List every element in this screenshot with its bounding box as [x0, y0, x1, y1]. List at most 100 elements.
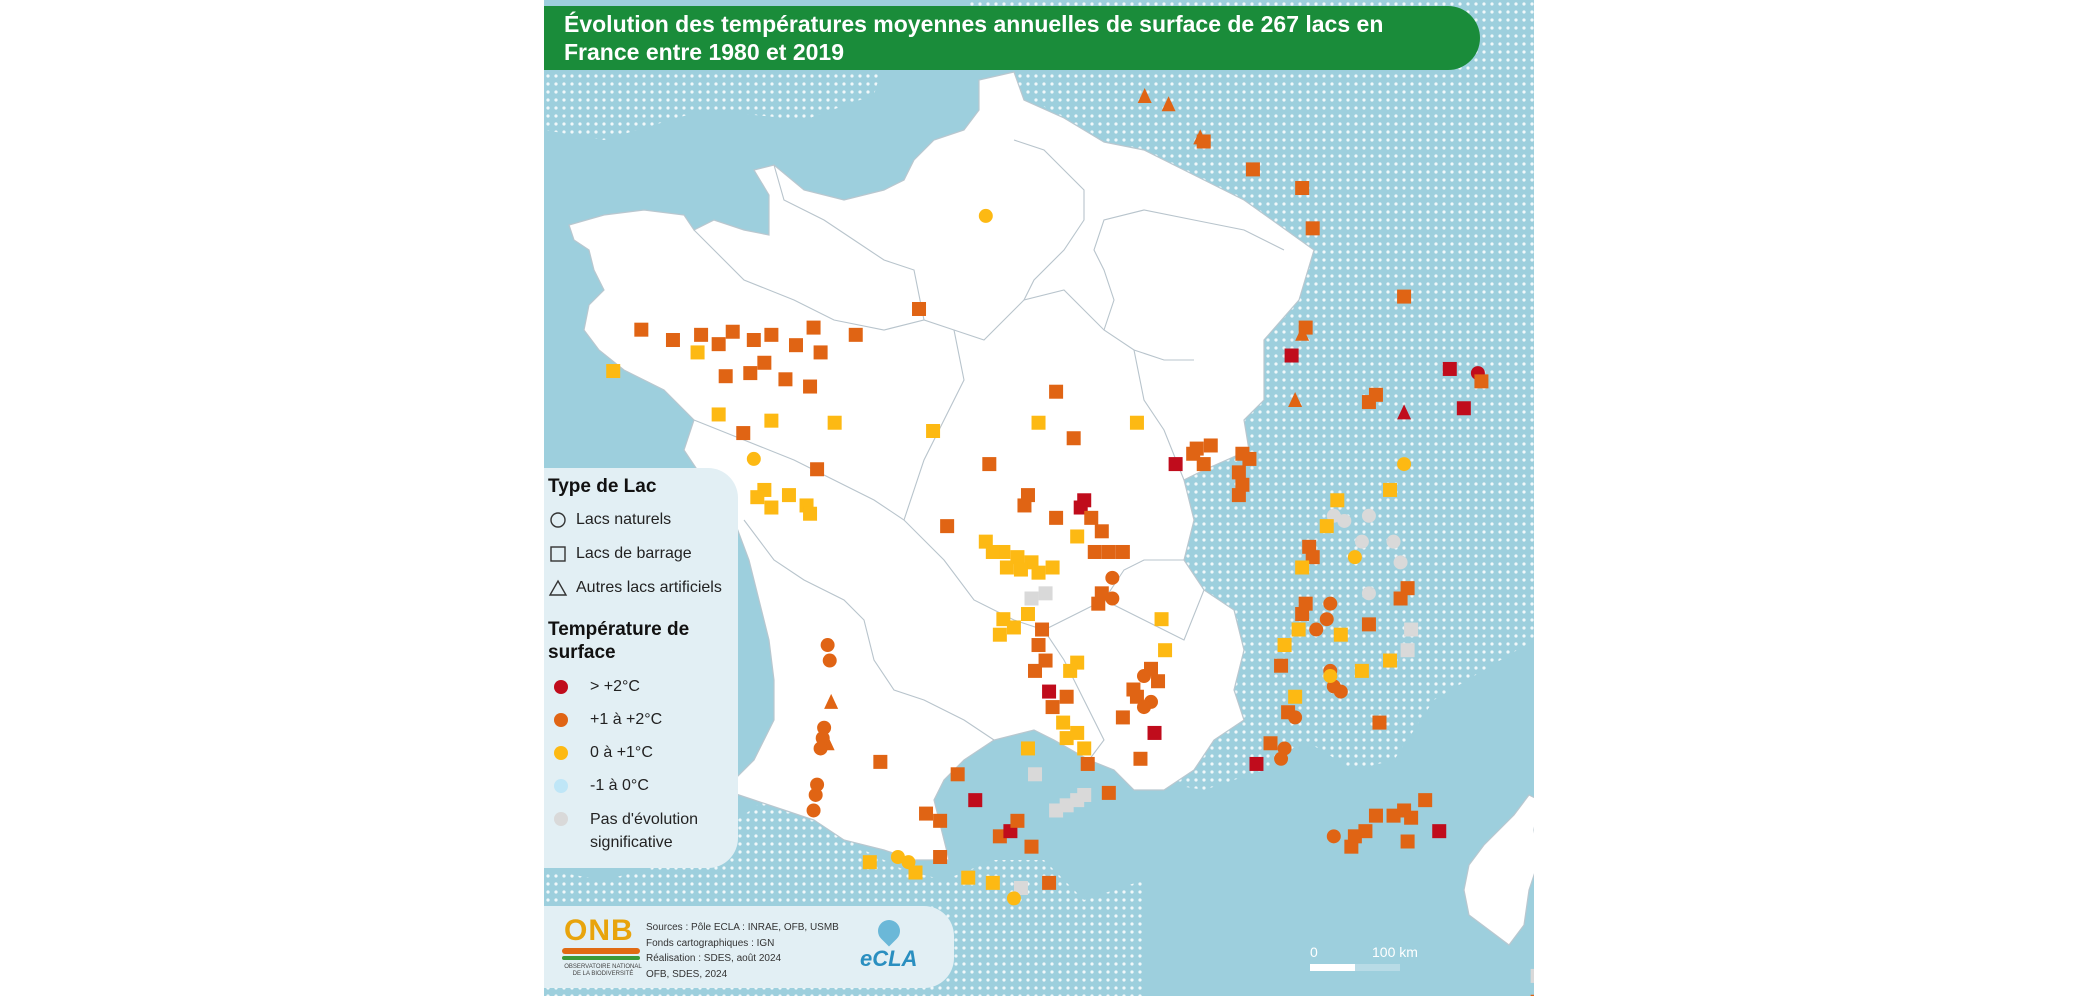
- lake-marker-80[interactable]: [1045, 560, 1060, 575]
- lake-marker-156[interactable]: [908, 865, 923, 880]
- lake-marker-49[interactable]: [1049, 384, 1064, 399]
- lake-marker-179[interactable]: [1309, 622, 1324, 637]
- lake-marker-81[interactable]: [999, 560, 1014, 575]
- lake-marker-188[interactable]: [1333, 684, 1348, 699]
- lake-marker-46[interactable]: [1031, 415, 1046, 430]
- lake-marker-149[interactable]: [1024, 839, 1039, 854]
- lake-marker-94[interactable]: [1020, 607, 1035, 622]
- lake-marker-216[interactable]: [1530, 994, 1534, 996]
- lake-marker-118[interactable]: [1101, 785, 1116, 800]
- lake-marker-75[interactable]: [996, 544, 1011, 559]
- lake-marker-176[interactable]: [1361, 586, 1376, 601]
- lake-marker-140[interactable]: [806, 803, 821, 818]
- lake-marker-146[interactable]: [992, 829, 1007, 844]
- lake-marker-91[interactable]: [1105, 591, 1120, 606]
- lake-marker-45[interactable]: [926, 424, 941, 439]
- lake-marker-100[interactable]: [1038, 653, 1053, 668]
- lake-marker-43[interactable]: [746, 451, 761, 466]
- lake-marker-3[interactable]: [1196, 134, 1211, 149]
- lake-marker-28[interactable]: [813, 345, 828, 360]
- lake-marker-39[interactable]: [711, 407, 726, 422]
- lake-marker-63[interactable]: [1189, 441, 1204, 456]
- lake-marker-95[interactable]: [996, 612, 1011, 627]
- lake-marker-42[interactable]: [827, 415, 842, 430]
- lake-marker-26[interactable]: [764, 327, 779, 342]
- lake-marker-205[interactable]: [1358, 824, 1373, 839]
- lake-marker-84[interactable]: [1087, 544, 1102, 559]
- lake-marker-79[interactable]: [1031, 565, 1046, 580]
- lake-marker-117[interactable]: [1049, 803, 1064, 818]
- lake-marker-97[interactable]: [992, 627, 1007, 642]
- lake-marker-206[interactable]: [1368, 808, 1383, 823]
- lake-marker-4[interactable]: [1245, 162, 1260, 177]
- lake-marker-182[interactable]: [1404, 622, 1419, 637]
- lake-marker-184[interactable]: [1383, 653, 1398, 668]
- lake-marker-202[interactable]: [1298, 596, 1313, 611]
- lake-marker-48[interactable]: [982, 457, 997, 472]
- lake-marker-101[interactable]: [1028, 663, 1043, 678]
- lake-marker-175[interactable]: [1393, 591, 1408, 606]
- lake-marker-181[interactable]: [1361, 617, 1376, 632]
- lake-marker-163[interactable]: [1354, 534, 1369, 549]
- lake-marker-51[interactable]: [750, 490, 765, 505]
- lake-marker-87[interactable]: [1094, 524, 1109, 539]
- lake-marker-34[interactable]: [743, 366, 758, 381]
- lake-marker-7[interactable]: [978, 208, 993, 223]
- lake-marker-178[interactable]: [1319, 612, 1334, 627]
- lake-marker-19[interactable]: [1456, 401, 1471, 416]
- lake-marker-104[interactable]: [1042, 684, 1057, 699]
- lake-marker-70[interactable]: [1129, 415, 1144, 430]
- lake-marker-41[interactable]: [764, 413, 779, 428]
- lake-marker-195[interactable]: [1274, 751, 1289, 766]
- lake-marker-164[interactable]: [1347, 550, 1362, 565]
- lake-marker-22[interactable]: [694, 327, 709, 342]
- lake-marker-133[interactable]: [824, 693, 839, 709]
- lake-marker-98[interactable]: [1035, 622, 1050, 637]
- lake-marker-214[interactable]: [1530, 968, 1534, 983]
- lake-marker-73[interactable]: [940, 519, 955, 534]
- lake-marker-125[interactable]: [1158, 643, 1173, 658]
- lake-marker-177[interactable]: [1323, 596, 1338, 611]
- lake-marker-24[interactable]: [725, 324, 740, 339]
- lake-marker-203[interactable]: [1326, 829, 1341, 844]
- lake-marker-18[interactable]: [1397, 404, 1412, 420]
- lake-marker-21[interactable]: [665, 333, 680, 348]
- lake-marker-60[interactable]: [1168, 457, 1183, 472]
- lake-marker-185[interactable]: [1354, 663, 1369, 678]
- lake-marker-78[interactable]: [1013, 562, 1028, 577]
- lake-marker-167[interactable]: [1397, 457, 1412, 472]
- lake-marker-59[interactable]: [1073, 500, 1088, 515]
- lake-marker-197[interactable]: [1249, 756, 1264, 771]
- lake-marker-198[interactable]: [1277, 638, 1292, 653]
- lake-marker-193[interactable]: [1288, 710, 1303, 725]
- lake-marker-123[interactable]: [1136, 669, 1151, 684]
- lake-marker-62[interactable]: [1196, 457, 1211, 472]
- lake-marker-210[interactable]: [1418, 793, 1433, 808]
- lake-marker-173[interactable]: [1393, 555, 1408, 570]
- lake-marker-128[interactable]: [1147, 725, 1162, 740]
- lake-marker-189[interactable]: [1323, 669, 1338, 684]
- lake-marker-109[interactable]: [1070, 725, 1085, 740]
- lake-marker-124[interactable]: [1151, 674, 1166, 689]
- lake-marker-37[interactable]: [606, 364, 621, 379]
- lake-marker-69[interactable]: [1235, 477, 1250, 492]
- lake-marker-35[interactable]: [757, 355, 772, 370]
- lake-marker-135[interactable]: [817, 720, 832, 735]
- lake-marker-82[interactable]: [985, 544, 1000, 559]
- lake-marker-158[interactable]: [961, 870, 976, 885]
- lake-marker-153[interactable]: [1042, 875, 1057, 890]
- lake-marker-32[interactable]: [690, 345, 705, 360]
- lake-marker-111[interactable]: [1020, 741, 1035, 756]
- lake-marker-119[interactable]: [1133, 751, 1148, 766]
- lake-marker-165[interactable]: [1361, 508, 1376, 523]
- lake-marker-57[interactable]: [1017, 498, 1032, 513]
- lake-marker-196[interactable]: [1263, 736, 1278, 751]
- lake-marker-113[interactable]: [1080, 756, 1095, 771]
- lake-marker-33[interactable]: [718, 369, 733, 384]
- lake-marker-138[interactable]: [810, 777, 825, 792]
- lake-marker-207[interactable]: [1386, 808, 1401, 823]
- lake-marker-66[interactable]: [1242, 451, 1257, 466]
- lake-marker-171[interactable]: [1295, 560, 1310, 575]
- lake-marker-190[interactable]: [1372, 715, 1387, 730]
- lake-marker-64[interactable]: [1203, 438, 1218, 453]
